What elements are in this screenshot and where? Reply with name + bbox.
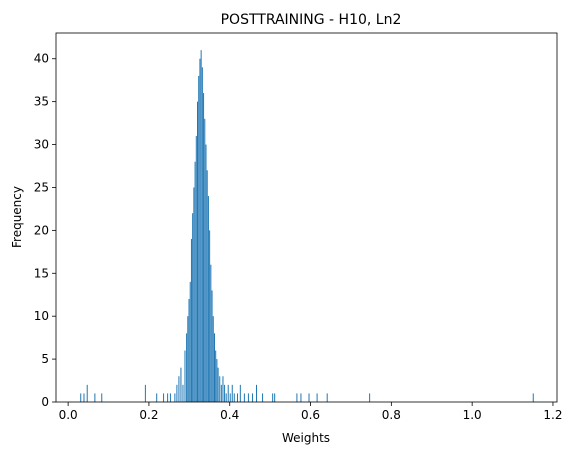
x-tick-label: 1.2 bbox=[543, 408, 562, 422]
histogram-bar bbox=[178, 376, 180, 402]
histogram-bar bbox=[212, 316, 214, 402]
y-tick-label: 35 bbox=[34, 95, 49, 109]
histogram-bar bbox=[272, 393, 274, 402]
histogram-bars bbox=[80, 50, 534, 403]
histogram-bar bbox=[211, 290, 213, 402]
histogram-bar bbox=[229, 393, 231, 402]
histogram-bar bbox=[187, 316, 189, 402]
histogram-bar bbox=[189, 281, 191, 402]
histogram-bar bbox=[201, 67, 203, 402]
histogram-bar bbox=[176, 384, 178, 402]
x-axis-label: Weights bbox=[282, 431, 330, 445]
histogram-bar bbox=[243, 393, 245, 402]
histogram-bar bbox=[256, 384, 257, 402]
histogram-bar bbox=[209, 230, 211, 402]
histogram-bar bbox=[204, 118, 206, 402]
histogram-bar bbox=[215, 350, 217, 402]
histogram-bar bbox=[186, 333, 188, 402]
histogram-bar bbox=[220, 384, 222, 402]
x-tick-label: 0.6 bbox=[301, 408, 320, 422]
y-tick-label: 0 bbox=[41, 395, 49, 409]
histogram-bar bbox=[206, 170, 208, 402]
x-tick-label: 1.0 bbox=[463, 408, 482, 422]
histogram-bar bbox=[224, 384, 226, 402]
histogram-bar bbox=[233, 393, 235, 402]
histogram-bar bbox=[227, 384, 229, 402]
y-axis-ticks: 0 5 10 15 20 25 30 35 40 bbox=[34, 52, 56, 409]
histogram-bar bbox=[225, 393, 227, 402]
histogram-bar bbox=[169, 393, 171, 402]
y-tick-label: 25 bbox=[34, 180, 49, 194]
histogram-bar bbox=[239, 384, 241, 402]
histogram-bar bbox=[94, 393, 96, 402]
histogram-bar bbox=[144, 384, 146, 402]
histogram-bar bbox=[192, 213, 194, 402]
histogram-bar bbox=[174, 393, 176, 402]
histogram-bar bbox=[199, 58, 201, 403]
histogram-bar bbox=[203, 93, 205, 402]
histogram-bar bbox=[217, 367, 219, 402]
histogram-bar bbox=[274, 393, 276, 402]
histogram-bar bbox=[101, 393, 103, 402]
histogram-bar bbox=[326, 393, 328, 402]
histogram-bar bbox=[300, 393, 302, 402]
histogram-bar bbox=[210, 264, 212, 402]
histogram-bar bbox=[80, 393, 82, 402]
x-tick-label: 0.0 bbox=[59, 408, 78, 422]
y-axis-label: Frequency bbox=[10, 186, 24, 248]
histogram-bar bbox=[216, 359, 218, 402]
histogram-bar bbox=[213, 333, 215, 402]
histogram-bar bbox=[532, 393, 534, 402]
histogram-bar bbox=[193, 187, 195, 402]
x-axis-ticks: 0.0 0.2 0.4 0.6 0.8 1.0 1.2 bbox=[59, 402, 563, 422]
histogram-bar bbox=[83, 393, 85, 402]
y-tick-label: 20 bbox=[34, 223, 49, 237]
histogram-bar bbox=[369, 393, 371, 402]
histogram-bar bbox=[316, 393, 318, 402]
x-tick-label: 0.4 bbox=[220, 408, 239, 422]
histogram-bar bbox=[247, 393, 249, 402]
plot-area bbox=[55, 32, 558, 403]
histogram-bar bbox=[308, 393, 310, 402]
histogram-bar bbox=[190, 238, 192, 402]
y-tick-label: 10 bbox=[34, 309, 49, 323]
histogram-bar bbox=[163, 393, 165, 402]
histogram-bar bbox=[197, 101, 199, 403]
histogram-bar bbox=[156, 393, 158, 402]
histogram-bar bbox=[182, 384, 184, 402]
histogram-bar bbox=[219, 376, 221, 402]
histogram-bar bbox=[200, 50, 202, 402]
x-tick-label: 0.2 bbox=[139, 408, 158, 422]
histogram-bar bbox=[86, 384, 88, 402]
plot-frame bbox=[55, 32, 558, 403]
histogram-bar bbox=[222, 376, 224, 402]
histogram-bar bbox=[205, 144, 207, 402]
histogram-bar bbox=[194, 161, 196, 402]
histogram-bar bbox=[231, 384, 233, 402]
histogram-bar bbox=[180, 367, 182, 402]
histogram-bar bbox=[251, 393, 253, 402]
histogram-bar bbox=[198, 75, 200, 402]
chart-title: POSTTRAINING - H10, Ln2 bbox=[221, 12, 402, 28]
y-tick-label: 5 bbox=[41, 352, 49, 366]
x-tick-label: 0.8 bbox=[382, 408, 401, 422]
histogram-bar bbox=[167, 393, 169, 402]
y-tick-label: 40 bbox=[34, 52, 49, 66]
y-tick-label: 15 bbox=[34, 266, 49, 280]
y-tick-label: 30 bbox=[34, 138, 49, 152]
histogram-bar bbox=[237, 393, 239, 402]
histogram-bar bbox=[296, 393, 298, 402]
histogram-bar bbox=[195, 135, 197, 403]
histogram-bar bbox=[207, 196, 209, 402]
histogram-bar bbox=[188, 299, 190, 402]
histogram-bar bbox=[262, 393, 264, 402]
histogram-bar bbox=[184, 350, 186, 402]
